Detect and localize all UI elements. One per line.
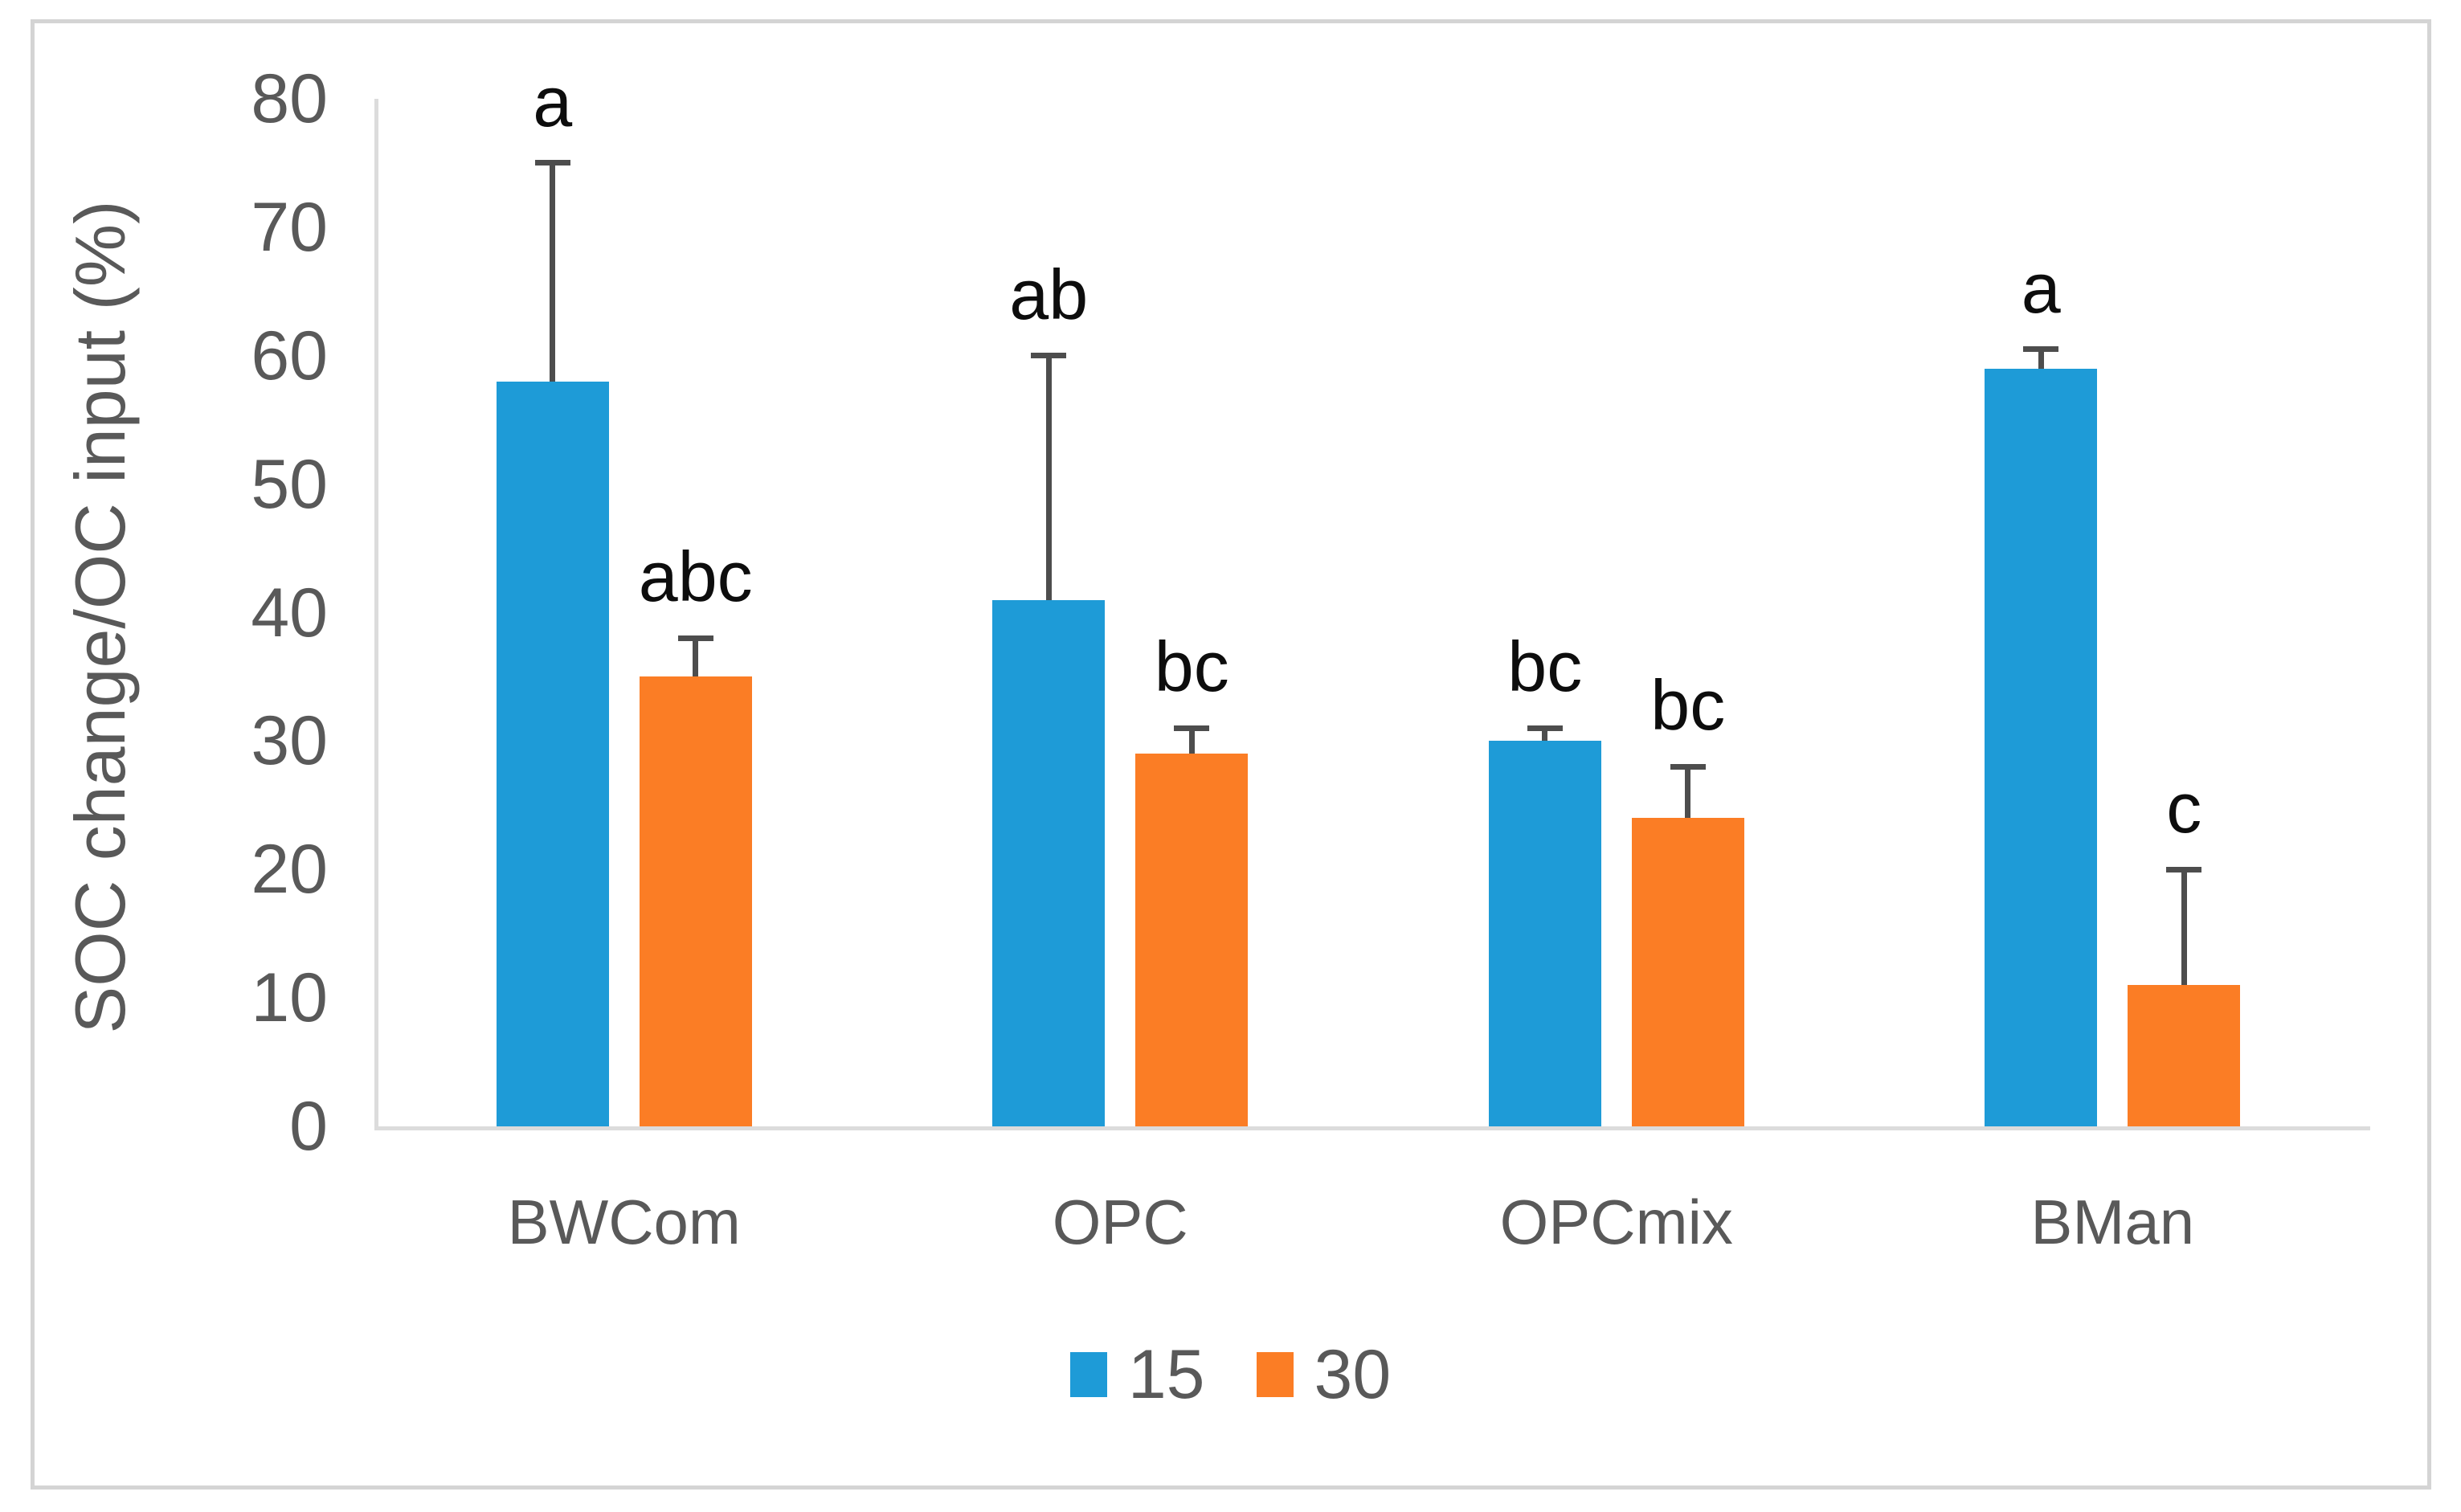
sig-letter-15-BWCom: a bbox=[533, 61, 573, 141]
y-tick-label: 30 bbox=[251, 702, 328, 780]
error-bar-cap bbox=[677, 635, 713, 641]
y-tick-label: 50 bbox=[251, 445, 328, 523]
legend-swatch-30 bbox=[1256, 1352, 1294, 1397]
error-bar-cap bbox=[1031, 353, 1067, 359]
error-bar-cap bbox=[2166, 866, 2202, 872]
y-tick-label: 20 bbox=[251, 831, 328, 909]
error-bar-line bbox=[550, 162, 556, 382]
legend-swatch-15 bbox=[1069, 1352, 1107, 1397]
error-bar-line bbox=[1542, 728, 1548, 742]
sig-letter-30-OPCmix: bc bbox=[1650, 665, 1726, 746]
category-label-BMan: BMan bbox=[2030, 1187, 2195, 1257]
y-axis-line bbox=[374, 99, 378, 1130]
legend-label-30: 30 bbox=[1314, 1336, 1392, 1413]
error-bar-cap bbox=[2023, 346, 2059, 353]
sig-letter-15-OPCmix: bc bbox=[1507, 627, 1583, 707]
plot-area: a ab bc a abc bc bc c bbox=[376, 64, 2361, 1126]
legend: 15 30 bbox=[0, 1340, 2461, 1409]
category-label-OPC: OPC bbox=[1052, 1187, 1188, 1257]
category-label-BWCom: BWCom bbox=[507, 1187, 741, 1257]
error-bar-line bbox=[693, 638, 699, 677]
x-axis-line bbox=[374, 1126, 2370, 1130]
legend-item-15: 15 bbox=[1069, 1336, 1205, 1413]
legend-item-30: 30 bbox=[1256, 1336, 1392, 1413]
error-bar-cap bbox=[1527, 725, 1563, 731]
chart-outer-border bbox=[31, 19, 2431, 1490]
sig-letter-15-BMan: a bbox=[2021, 247, 2061, 328]
error-bar-line bbox=[2038, 349, 2044, 369]
error-bar-line bbox=[1685, 766, 1691, 819]
bar-15-BWCom bbox=[496, 381, 609, 1126]
y-tick-label: 10 bbox=[251, 959, 328, 1037]
error-bar-cap bbox=[1670, 763, 1706, 770]
bar-15-OPC bbox=[992, 599, 1106, 1126]
error-bar-line bbox=[1045, 355, 1052, 600]
sig-letter-30-OPC: bc bbox=[1154, 627, 1229, 707]
sig-letter-30-BMan: c bbox=[2166, 768, 2202, 848]
y-tick-label: 70 bbox=[251, 188, 328, 266]
error-bar-line bbox=[1188, 728, 1195, 754]
y-tick-label: 60 bbox=[251, 317, 328, 394]
y-tick-label: 40 bbox=[251, 574, 328, 652]
legend-label-15: 15 bbox=[1127, 1336, 1205, 1413]
error-bar-line bbox=[2181, 869, 2187, 986]
bar-30-BMan bbox=[2128, 985, 2241, 1126]
error-bar-cap bbox=[534, 160, 570, 166]
bar-15-OPCmix bbox=[1488, 741, 1601, 1126]
y-tick-label: 0 bbox=[289, 1088, 328, 1165]
bar-30-OPC bbox=[1135, 754, 1249, 1126]
bar-30-BWCom bbox=[639, 676, 752, 1126]
category-label-OPCmix: OPCmix bbox=[1499, 1187, 1733, 1257]
y-tick-label: 80 bbox=[251, 60, 328, 137]
bar-15-BMan bbox=[1985, 368, 2098, 1126]
bar-30-OPCmix bbox=[1631, 818, 1744, 1126]
sig-letter-15-OPC: ab bbox=[1009, 254, 1089, 334]
error-bar-cap bbox=[1174, 725, 1210, 731]
sig-letter-30-BWCom: abc bbox=[638, 537, 753, 617]
